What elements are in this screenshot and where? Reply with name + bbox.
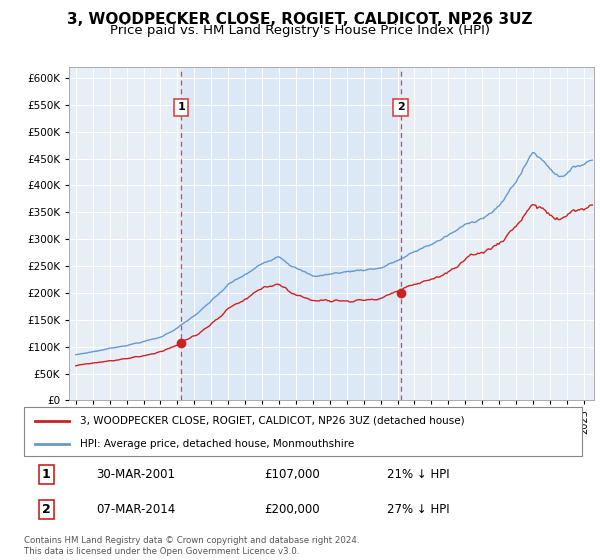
Text: 30-MAR-2001: 30-MAR-2001	[97, 468, 176, 481]
Text: Contains HM Land Registry data © Crown copyright and database right 2024.
This d: Contains HM Land Registry data © Crown c…	[24, 536, 359, 556]
Text: 2: 2	[397, 102, 404, 112]
Text: 07-MAR-2014: 07-MAR-2014	[97, 503, 176, 516]
Text: 1: 1	[42, 468, 50, 481]
Text: £200,000: £200,000	[264, 503, 320, 516]
Text: £107,000: £107,000	[264, 468, 320, 481]
Bar	[181, 67, 401, 400]
Text: 1: 1	[178, 102, 185, 112]
Text: Price paid vs. HM Land Registry's House Price Index (HPI): Price paid vs. HM Land Registry's House …	[110, 24, 490, 37]
Text: 3, WOODPECKER CLOSE, ROGIET, CALDICOT, NP26 3UZ: 3, WOODPECKER CLOSE, ROGIET, CALDICOT, N…	[67, 12, 533, 27]
Text: 2: 2	[42, 503, 50, 516]
Text: 3, WOODPECKER CLOSE, ROGIET, CALDICOT, NP26 3UZ (detached house): 3, WOODPECKER CLOSE, ROGIET, CALDICOT, N…	[80, 416, 464, 426]
Text: 21% ↓ HPI: 21% ↓ HPI	[387, 468, 449, 481]
Text: 27% ↓ HPI: 27% ↓ HPI	[387, 503, 449, 516]
FancyBboxPatch shape	[24, 407, 582, 456]
Text: HPI: Average price, detached house, Monmouthshire: HPI: Average price, detached house, Monm…	[80, 438, 354, 449]
